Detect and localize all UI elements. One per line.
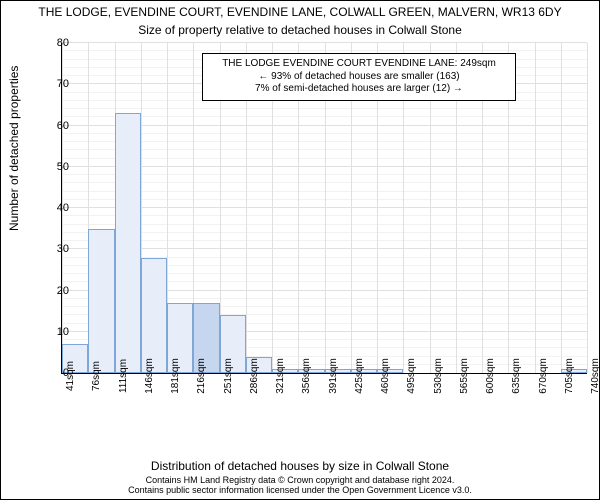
gridline-v — [561, 43, 562, 373]
footer-text: Contains HM Land Registry data © Crown c… — [1, 476, 599, 496]
annotation-line2: ← 93% of detached houses are smaller (16… — [258, 71, 459, 82]
annotation-line3: 7% of semi-detached houses are larger (1… — [255, 83, 463, 94]
y-tick-label: 80 — [39, 37, 69, 49]
x-tick-label: 356sqm — [301, 358, 312, 394]
chart-title-line1: THE LODGE, EVENDINE COURT, EVENDINE LANE… — [1, 5, 599, 19]
x-tick-label: 600sqm — [485, 358, 496, 394]
x-tick-label: 181sqm — [170, 358, 181, 394]
histogram-bar — [141, 258, 167, 374]
y-tick-label: 70 — [39, 78, 69, 90]
x-tick-label: 460sqm — [380, 358, 391, 394]
x-axis-label: Distribution of detached houses by size … — [1, 459, 599, 473]
x-tick-label: 495sqm — [406, 358, 417, 394]
y-tick-label: 60 — [39, 120, 69, 132]
x-tick-label: 670sqm — [538, 358, 549, 394]
x-tick-label: 111sqm — [118, 359, 129, 393]
x-tick-label: 565sqm — [459, 358, 470, 394]
x-tick-label: 286sqm — [249, 358, 260, 394]
x-tick-label: 321sqm — [275, 358, 286, 394]
footer-line2: Contains public sector information licen… — [128, 485, 472, 495]
y-tick-label: 30 — [39, 243, 69, 255]
y-tick-label: 10 — [39, 326, 69, 338]
histogram-bar — [88, 229, 114, 373]
y-axis-label: Number of detached properties — [7, 66, 21, 231]
x-tick-label: 635sqm — [511, 358, 522, 394]
chart-title-line2: Size of property relative to detached ho… — [1, 23, 599, 37]
x-tick-label: 530sqm — [433, 358, 444, 394]
gridline-v — [535, 43, 536, 373]
x-tick-label: 216sqm — [196, 358, 207, 394]
x-tick-label: 740sqm — [590, 358, 600, 394]
x-tick-label: 41sqm — [65, 361, 76, 391]
x-tick-label: 705sqm — [564, 358, 575, 394]
y-tick-label: 20 — [39, 285, 69, 297]
y-tick-label: 50 — [39, 161, 69, 173]
histogram-bar — [115, 113, 141, 373]
footer-line1: Contains HM Land Registry data © Crown c… — [146, 475, 455, 485]
y-tick-label: 40 — [39, 202, 69, 214]
annotation-box: THE LODGE EVENDINE COURT EVENDINE LANE: … — [202, 53, 516, 101]
annotation-line1: THE LODGE EVENDINE COURT EVENDINE LANE: … — [222, 58, 496, 69]
x-tick-label: 425sqm — [354, 358, 365, 394]
chart-container: THE LODGE, EVENDINE COURT, EVENDINE LANE… — [0, 0, 600, 500]
x-tick-label: 391sqm — [328, 358, 339, 394]
plot-area: THE LODGE EVENDINE COURT EVENDINE LANE: … — [61, 43, 587, 374]
x-tick-label: 251sqm — [223, 358, 234, 394]
x-tick-label: 76sqm — [91, 361, 102, 391]
gridline-v — [587, 43, 588, 373]
x-tick-label: 146sqm — [144, 358, 155, 394]
